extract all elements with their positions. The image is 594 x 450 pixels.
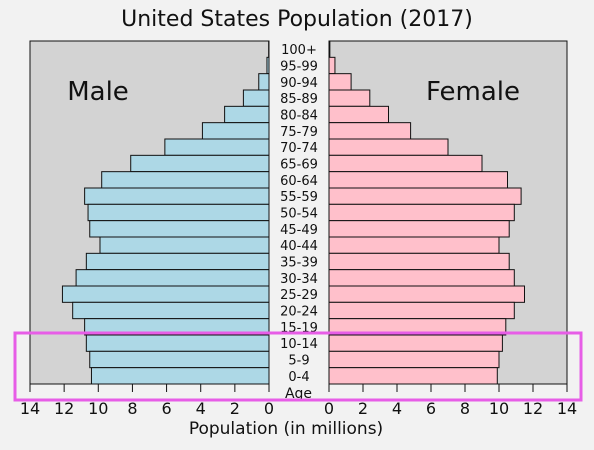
female-bar-90-94 [329, 74, 351, 90]
female-x-tick-label-4: 4 [392, 399, 402, 418]
age-label-55-59: 55-59 [280, 190, 318, 205]
age-label-75-79: 75-79 [280, 125, 318, 140]
female-bar-70-74 [329, 139, 448, 155]
female-bar-100+ [329, 41, 330, 57]
male-bar-0-4 [91, 368, 269, 384]
male-bar-5-9 [90, 351, 269, 367]
age-label-40-44: 40-44 [280, 239, 318, 254]
legend-male-label: Male [67, 77, 129, 107]
age-label-30-34: 30-34 [280, 272, 318, 287]
age-label-70-74: 70-74 [280, 141, 318, 156]
female-bar-10-14 [329, 335, 502, 351]
age-label-60-64: 60-64 [280, 174, 318, 189]
age-label-50-54: 50-54 [280, 207, 318, 222]
age-label-45-49: 45-49 [280, 223, 318, 238]
age-label-10-14: 10-14 [280, 337, 318, 352]
male-x-tick-label-14: 14 [20, 399, 40, 418]
age-label-0-4: 0-4 [288, 370, 309, 385]
age-label-35-39: 35-39 [280, 256, 318, 271]
male-x-tick-label-8: 8 [127, 399, 137, 418]
legend-female-label: Female [426, 77, 520, 107]
male-bar-70-74 [165, 139, 269, 155]
male-bar-95-99 [267, 57, 269, 73]
female-bar-80-84 [329, 106, 389, 122]
male-bar-65-69 [131, 155, 269, 171]
male-x-tick-label-10: 10 [88, 399, 108, 418]
female-bar-45-49 [329, 221, 509, 237]
female-bar-25-29 [329, 286, 525, 302]
age-label-100+: 100+ [281, 43, 317, 58]
male-bar-90-94 [259, 74, 269, 90]
female-x-tick-label-8: 8 [460, 399, 470, 418]
female-bar-55-59 [329, 188, 521, 204]
male-bar-75-79 [202, 123, 269, 139]
male-bar-80-84 [225, 106, 269, 122]
female-x-tick-label-6: 6 [426, 399, 436, 418]
female-bar-30-34 [329, 270, 514, 286]
age-label-80-84: 80-84 [280, 109, 318, 124]
female-bar-75-79 [329, 123, 411, 139]
age-label-95-99: 95-99 [280, 60, 318, 75]
female-bar-20-24 [329, 302, 514, 318]
x-axis-label: Population (in millions) [189, 419, 383, 439]
female-x-tick-label-2: 2 [358, 399, 368, 418]
male-bar-85-89 [243, 90, 269, 106]
age-label-25-29: 25-29 [280, 288, 318, 303]
female-x-tick-label-14: 14 [557, 399, 577, 418]
female-bar-65-69 [329, 155, 482, 171]
female-bar-85-89 [329, 90, 370, 106]
female-x-tick-label-12: 12 [523, 399, 543, 418]
female-bar-35-39 [329, 253, 509, 269]
female-bar-50-54 [329, 204, 514, 220]
female-bar-0-4 [329, 368, 497, 384]
chart-title: United States Population (2017) [121, 7, 473, 32]
male-bar-35-39 [86, 253, 269, 269]
female-bar-5-9 [329, 351, 499, 367]
female-bar-40-44 [329, 237, 499, 253]
male-x-tick-label-2: 2 [230, 399, 240, 418]
male-bar-45-49 [90, 221, 269, 237]
male-x-tick-label-0: 0 [264, 399, 274, 418]
male-bar-60-64 [102, 172, 269, 188]
male-x-tick-label-6: 6 [161, 399, 171, 418]
male-x-tick-label-4: 4 [196, 399, 206, 418]
male-bar-55-59 [85, 188, 269, 204]
male-bar-40-44 [100, 237, 269, 253]
male-bar-30-34 [76, 270, 269, 286]
male-bar-20-24 [73, 302, 269, 318]
age-label-20-24: 20-24 [280, 305, 318, 320]
female-bar-95-99 [329, 57, 335, 73]
male-bar-25-29 [62, 286, 269, 302]
female-x-tick-label-0: 0 [324, 399, 334, 418]
age-label-65-69: 65-69 [280, 158, 318, 173]
male-bar-10-14 [86, 335, 269, 351]
female-x-tick-label-10: 10 [489, 399, 509, 418]
male-bar-50-54 [88, 204, 269, 220]
age-label-85-89: 85-89 [280, 92, 318, 107]
male-x-tick-label-12: 12 [54, 399, 74, 418]
age-label-5-9: 5-9 [288, 354, 309, 369]
female-bar-60-64 [329, 172, 508, 188]
age-label-90-94: 90-94 [280, 76, 318, 91]
